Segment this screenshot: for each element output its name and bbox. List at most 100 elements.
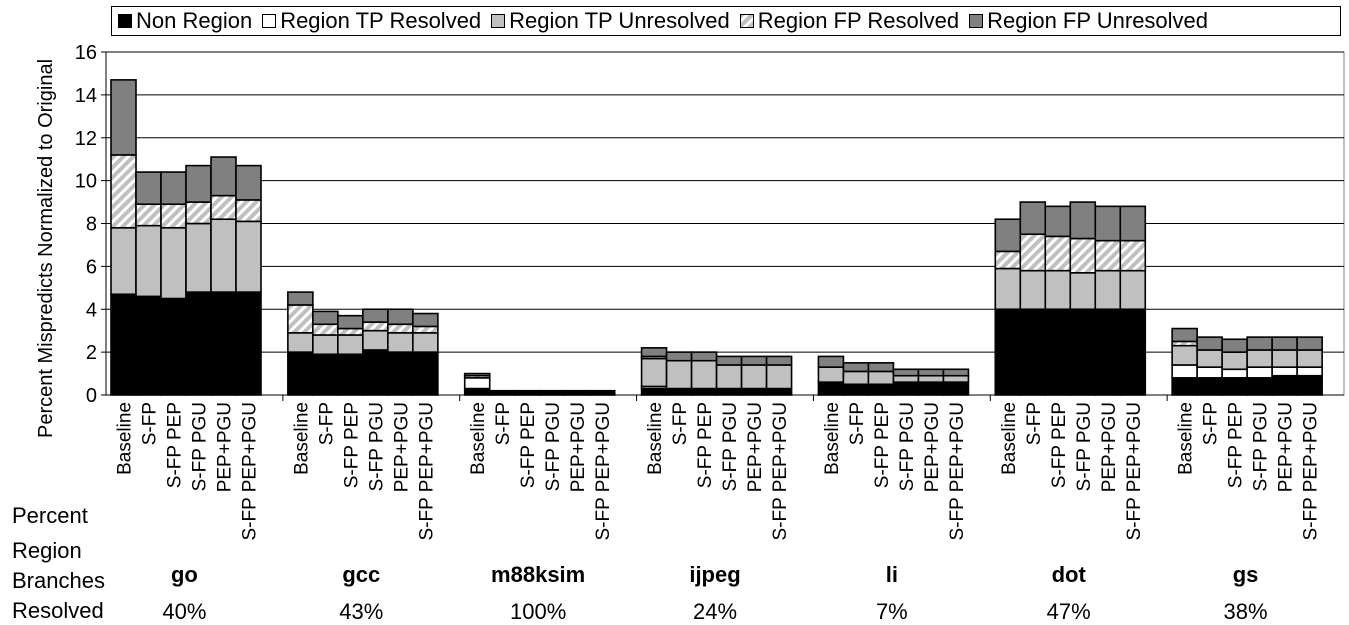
legend-label-non-region: Non Region [136,8,253,33]
bar-segment [235,291,262,396]
bar-segment [994,250,1022,270]
bar-segment [312,334,339,356]
bar-segment [337,353,364,396]
bar-segment [135,224,162,298]
bar-segment [412,325,439,334]
bar-segment [1044,235,1072,272]
bar-segment [1246,377,1273,396]
bar-label: PEP+PGU [215,402,236,492]
bar-segment [1296,336,1323,351]
bar-segment [235,164,262,201]
bar-segment [160,171,187,206]
bar-segment [1271,336,1298,351]
bar-segment [1196,366,1223,379]
bar-segment [1171,377,1198,396]
bar-label: Baseline [645,402,666,475]
bar-segment [765,364,793,390]
legend-swatch-region-tp-unresolved [491,14,506,28]
bar-segment [210,156,237,197]
bar-segment [1119,308,1147,396]
bar-segment [1094,308,1122,396]
bar-segment [892,374,920,383]
bar-segment [110,154,137,229]
bar-segment [1069,201,1097,240]
bar-segment [387,332,414,353]
bar-segment [740,387,768,396]
legend-swatch-non-region [118,14,132,28]
y-tick-label: 12 [75,128,97,150]
benchmark-name: m88ksim [491,562,586,587]
bar-segment [765,355,793,366]
bar-segment [1221,368,1248,379]
side-label-line-4: Resolved [12,598,104,623]
bar-segment [1296,349,1323,368]
legend-swatch-region-fp-unresolved [969,14,984,28]
y-tick-label: 16 [75,42,97,64]
bar-label: S-FP PGU [190,402,211,491]
bar-segment [412,351,439,396]
legend-item-region-fp-unresolved: Region FP Unresolved [969,8,1208,34]
bar-segment [665,387,693,396]
bar-segment [1019,201,1047,236]
bar-segment [715,355,743,366]
bar-segment [1044,205,1072,238]
bar-segment [1271,366,1298,377]
bar-segment [867,362,895,373]
bar-label: S-FP PGU [366,402,387,491]
bar-segment [1019,233,1047,272]
bar-segment [1271,374,1298,396]
side-label-line-1: Percent [12,503,88,528]
bar-label: S-FP PGU [1251,402,1272,491]
bar-label: PEP+PGU [745,402,766,492]
bar-segment [362,321,389,332]
bar-segment [135,295,162,396]
bar-label: Baseline [468,402,489,475]
bar-label: S-FP [316,402,337,445]
chart-legend: Non Region Region TP Resolved Region TP … [111,6,1341,36]
y-tick-label: 10 [75,171,97,193]
bar-segment [1196,377,1223,396]
bar-segment [1171,364,1198,379]
bar-segment [210,194,237,221]
benchmark-percent-resolved: 100% [510,599,567,624]
bar-segment [740,364,768,390]
bar-label: S-FP PEP [518,402,539,488]
bar-segment [110,293,137,396]
bar-label: Baseline [822,402,843,475]
bar-segment [690,387,718,396]
bar-label: S-FP PEP+PGU [416,402,437,541]
bar-label: S-FP [847,402,868,445]
bar-segment [740,355,768,366]
bar-label: S-FP PGU [543,402,564,491]
bar-segment [715,387,743,396]
bar-segment [135,203,162,227]
bar-segment [917,374,945,383]
bar-label: S-FP PEP+PGU [947,402,968,541]
bar-label: S-FP PEP+PGU [770,402,791,541]
bar-segment [1069,237,1097,274]
bar-segment [1094,205,1122,242]
bar-segment [135,171,162,206]
bar-segment [994,218,1022,253]
bar-segment [463,377,491,390]
bar-segment [1019,308,1047,396]
benchmark-percent-resolved: 47% [1046,599,1091,624]
y-tick-label: 6 [86,256,97,278]
bar-segment [640,357,668,388]
bar-segment [1296,366,1323,377]
bar-label: Baseline [1176,402,1197,475]
legend-label-region-fp-unresolved: Region FP Unresolved [987,8,1209,33]
bar-segment [817,366,845,383]
bar-segment [1069,308,1097,396]
bar-segment [942,368,970,377]
bar-label: PEP+PGU [391,402,412,492]
bar-segment [1019,269,1047,311]
bar-segment [690,351,718,362]
bar-segment [287,304,314,334]
bar-label: S-FP [1201,402,1222,445]
bar-segment [842,362,870,373]
bar-segment [362,349,389,396]
bar-segment [287,332,314,353]
bar-label: S-FP [670,402,691,445]
bar-segment [362,308,389,323]
